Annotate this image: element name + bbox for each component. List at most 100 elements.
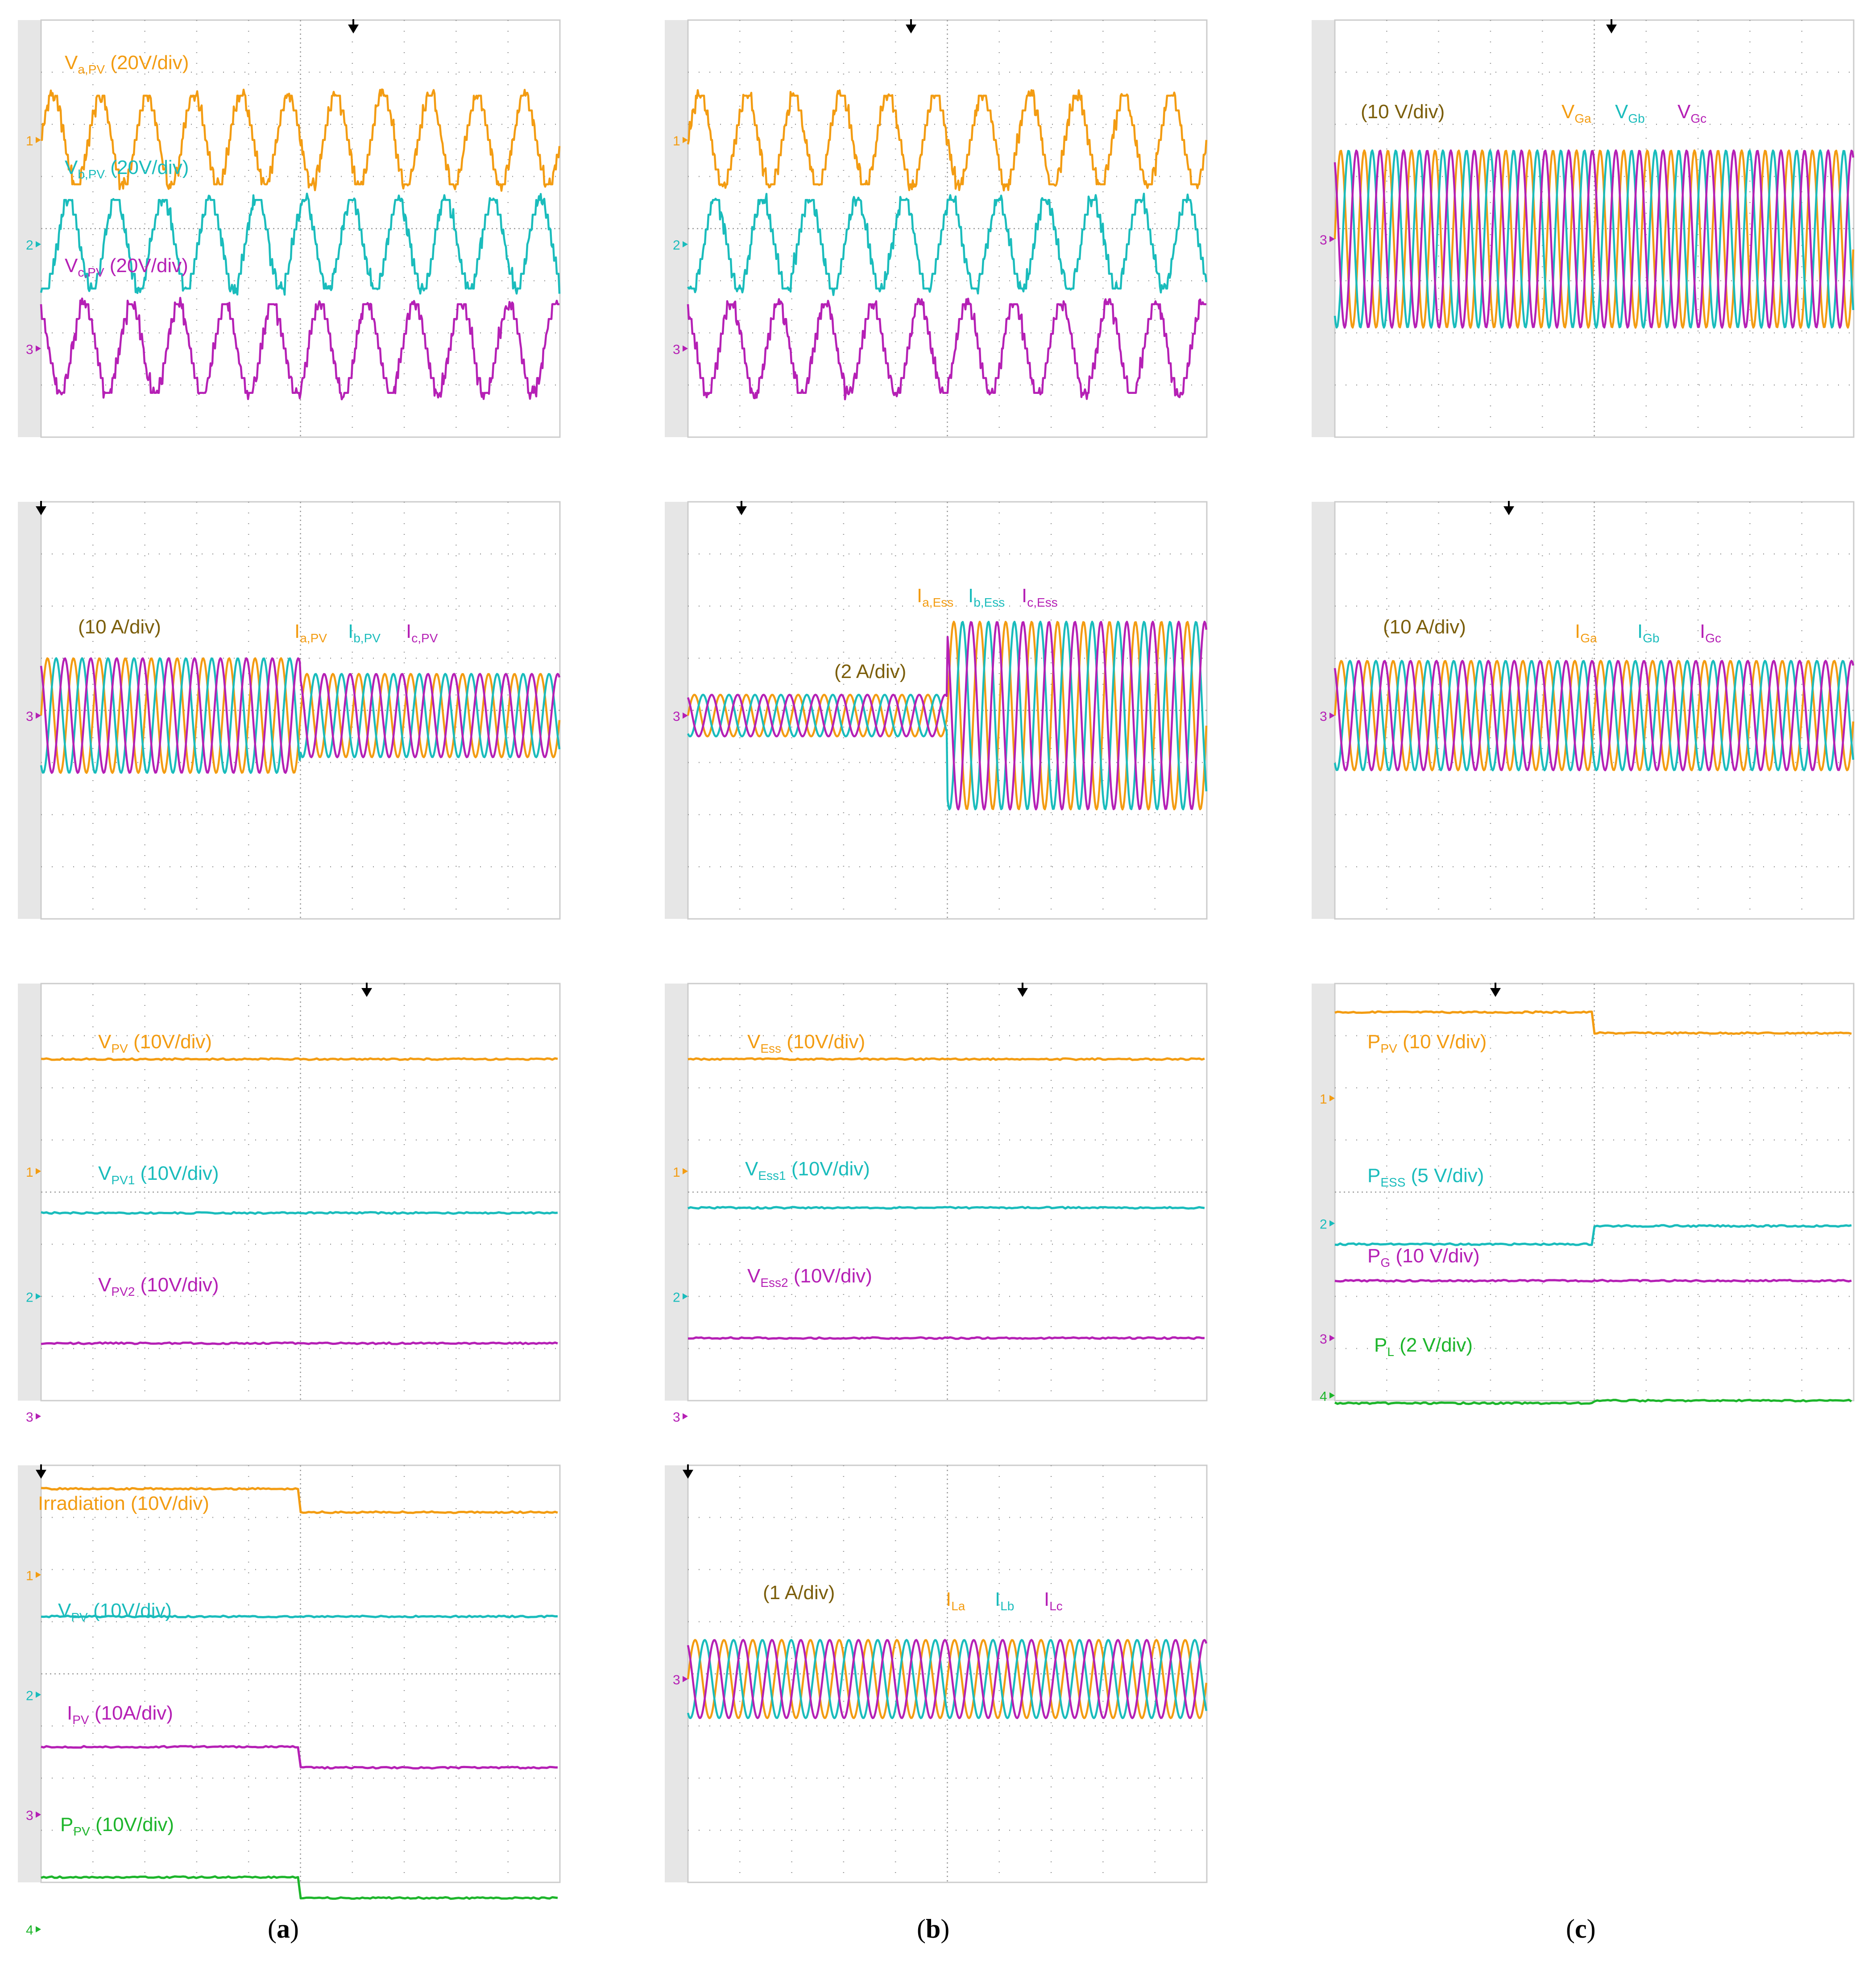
label-scale: (20V/div) [105,52,189,74]
label-base: I [294,620,300,642]
label-scale: (10 V/div) [1390,1245,1480,1267]
trace-iaess [687,620,1208,810]
label-base: I [1575,620,1580,642]
trace-igc [1333,660,1855,772]
trace-label: Ia,PV [294,620,327,645]
channel-arrow-icon [36,712,41,719]
channel-arrow-icon [36,1691,41,1698]
trace-label: PPV (10V/div) [60,1814,174,1838]
label-subscript: c,PV [78,265,104,279]
label-scale: (2 V/div) [1394,1334,1473,1356]
trace-vpv2 [41,1341,558,1345]
scope-panel-b4: 3(1 A/div) ILa ILb ILc [665,1464,1208,1883]
trace-label: VPV (10V/div) [98,1031,212,1055]
channel-strip [665,20,688,437]
label-scale: (10V/div) [781,1031,865,1053]
trigger-position-icon [1017,983,1028,997]
trace-pess [1334,1224,1852,1246]
channel-arrow-icon [1329,712,1335,719]
label-scale: (10A/div) [89,1702,173,1724]
label-subscript: PV1 [111,1173,135,1187]
scope-panel-b2: 3(2 A/div)Ia,Ess Ib,Ess Ic,Ess [665,501,1208,920]
label-subscript: Ga [1574,112,1591,125]
label-base: I [406,620,411,642]
label-subscript: Lc [1049,1599,1063,1613]
trace-iapv [40,657,561,774]
label-subscript: Ess [760,1042,781,1055]
trace-label: PG (10 V/div) [1367,1245,1480,1269]
label-scale: (20V/div) [104,255,188,277]
channel-strip [1312,984,1335,1401]
label-scale: (10 A/div) [1383,616,1466,638]
trace-label: (2 A/div) [834,661,906,682]
channel-marker-2: 2 [26,1688,41,1703]
label-scale: (10 A/div) [78,616,161,638]
trace-label: IGa [1575,620,1597,645]
channel-number: 3 [1320,233,1327,248]
channel-strip [1312,502,1335,919]
channel-strip [18,502,41,919]
trace-ila [687,1639,1208,1720]
channel-strip [665,1465,688,1882]
caption-b: (b) [917,1914,950,1943]
label-base: I [1022,585,1027,607]
trace-label: Ia,Ess [917,585,953,609]
label-base: V [747,1031,761,1053]
trace-vgc [1333,149,1855,329]
trace-ibpv [40,657,561,774]
channel-marker-3: 3 [1320,1332,1335,1347]
label-base: V [1615,101,1628,123]
channel-number: 3 [673,1410,680,1425]
channel-number: 3 [1320,1332,1327,1347]
channel-arrow-icon [36,136,41,143]
channel-number: 2 [673,238,680,253]
label-base: I [1700,620,1705,642]
channel-number: 3 [26,1410,33,1425]
channel-number: 2 [1320,1217,1327,1232]
channel-marker-2: 2 [1320,1217,1335,1232]
label-subscript: G [1380,1256,1390,1269]
label-subscript: PV [1380,1042,1397,1055]
channel-marker-1: 1 [673,1165,688,1180]
label-base: V [1561,101,1575,123]
channel-strip [18,20,41,437]
label-subscript: Gb [1628,112,1644,125]
trace-label: Ib,Ess [968,585,1005,609]
trace-vcpv [40,297,560,401]
trace-icpv [40,657,561,774]
trace-icess [687,620,1208,810]
channel-number: 3 [26,709,33,724]
channel-arrow-icon [36,1571,41,1578]
channel-arrow-icon [683,1293,688,1300]
label-base: Irradiation [38,1493,125,1514]
label-subscript: Ess1 [758,1169,786,1183]
label-subscript: Ga [1580,631,1597,645]
scope-panel-a2: 3(10 A/div) Ia,PV Ib,PV Ic,PV [18,501,561,920]
label-subscript: a,PV [78,62,105,76]
trace-label: VPV2 (10V/div) [98,1274,219,1298]
channel-number: 3 [673,1673,680,1687]
channel-arrow-icon [1329,1095,1335,1102]
channel-marker-1: 1 [26,1165,41,1180]
trace-iga [1333,660,1855,772]
trace-label: Va,PV (20V/div) [65,52,189,76]
channel-marker-1: 1 [26,1568,41,1583]
trace-label: VPV1 (10V/div) [98,1162,219,1187]
label-base: V [98,1274,112,1296]
trace-vpv [41,1614,558,1619]
label-base: P [1367,1031,1380,1053]
trigger-position-icon [361,983,372,997]
label-subscript: b,PV [78,167,105,181]
channel-marker-2: 2 [26,1290,41,1305]
graticule [41,1465,560,1882]
trace-label: VGb [1615,101,1645,125]
channel-marker-3: 3 [673,1410,688,1425]
trace-vbess [687,192,1208,296]
label-base: I [968,585,973,607]
channel-number: 3 [26,342,33,357]
channel-marker-1: 1 [1320,1092,1335,1107]
channel-marker-4: 4 [26,1923,41,1938]
channel-arrow-icon [36,345,41,352]
